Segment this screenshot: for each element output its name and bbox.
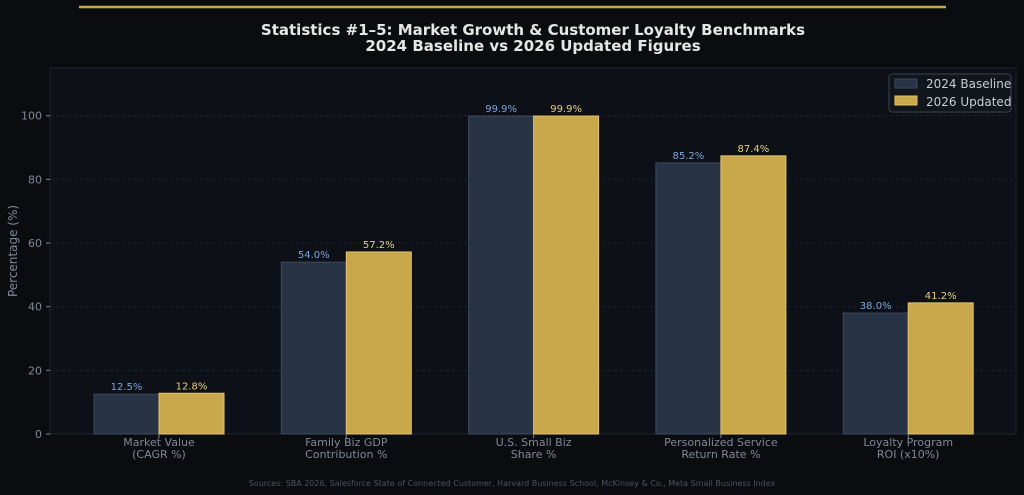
y-tick-label-1: 20 [28, 364, 42, 377]
x-tick-label-4-line-1: ROI (x10%) [877, 448, 940, 461]
data-label-updated-3: 87.4% [738, 144, 770, 155]
data-label-baseline-3: 85.2% [673, 151, 705, 162]
bar-baseline-4 [842, 312, 909, 435]
x-tick-label-3-line-0: Personalized Service [664, 436, 778, 449]
x-tick-label-1-line-0: Family Biz GDP [305, 436, 388, 449]
y-tick-label-4: 80 [28, 173, 42, 186]
chart-title: Statistics #1–5: Market Growth & Custome… [261, 21, 805, 39]
x-tick-label-2-line-1: Share % [511, 448, 557, 461]
bar-updated-1 [345, 251, 412, 435]
legend-swatch-updated [894, 95, 918, 106]
legend: 2024 Baseline 2026 Updated [888, 73, 1012, 113]
bar-updated-4 [907, 302, 974, 435]
bar-updated-3 [720, 155, 787, 435]
y-axis: 0 20 40 60 80 100 [21, 110, 50, 441]
bar-baseline-3 [655, 162, 722, 435]
y-tick-label-3: 60 [28, 237, 42, 250]
data-label-baseline-2: 99.9% [485, 104, 517, 115]
legend-swatch-baseline [894, 78, 918, 89]
data-label-baseline-4: 38.0% [860, 301, 892, 312]
data-label-baseline-1: 54.0% [298, 250, 330, 261]
x-tick-label-0-line-0: Market Value [123, 436, 195, 449]
data-label-updated-4: 41.2% [925, 291, 957, 302]
legend-label-baseline: 2024 Baseline [926, 77, 1011, 91]
data-label-updated-0: 12.8% [176, 381, 208, 392]
x-axis: Market Value(CAGR %) Family Biz GDPContri… [123, 434, 953, 461]
data-label-updated-1: 57.2% [363, 240, 395, 251]
x-tick-label-3-line-1: Return Rate % [681, 448, 760, 461]
x-tick-label-1-line-1: Contribution % [305, 448, 387, 461]
chart-subtitle: 2024 Baseline vs 2026 Updated Figures [365, 37, 700, 55]
x-tick-label-0-line-1: (CAGR %) [132, 448, 186, 461]
y-tick-label-0: 0 [35, 428, 42, 441]
legend-box [888, 73, 1012, 113]
x-tick-label-2-line-0: U.S. Small Biz [496, 436, 572, 449]
bars: 12.5% 12.8% 54.0% 57.2% 99.9% 99.9% 85.2% 87.4%… [93, 104, 974, 435]
bar-updated-2 [533, 115, 600, 435]
data-label-baseline-0: 12.5% [111, 382, 143, 393]
y-tick-label-5: 100 [21, 110, 42, 123]
x-tick-label-4-line-0: Loyalty Program [863, 436, 953, 449]
bar-baseline-2 [468, 115, 535, 435]
y-tick-label-2: 40 [28, 301, 42, 314]
bar-updated-0 [158, 392, 225, 435]
bar-baseline-1 [280, 261, 347, 435]
y-axis-label: Percentage (%) [6, 205, 20, 297]
data-label-updated-2: 99.9% [550, 104, 582, 115]
source-note: Sources: SBA 2026, Salesforce State of C… [249, 479, 776, 488]
legend-label-updated: 2026 Updated [926, 95, 1011, 109]
bar-baseline-0 [93, 393, 160, 435]
